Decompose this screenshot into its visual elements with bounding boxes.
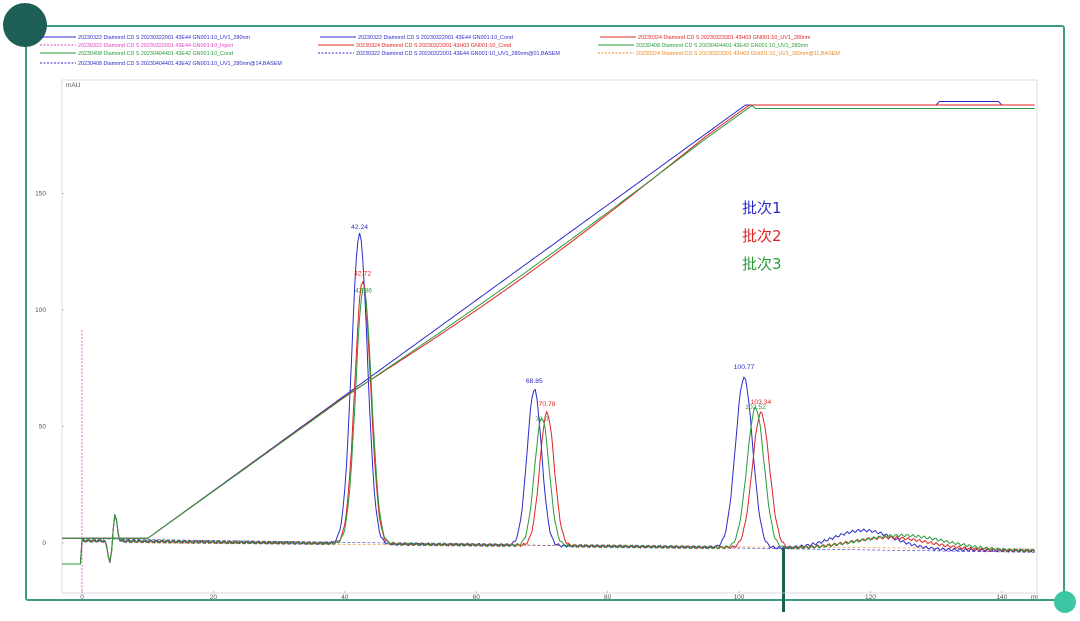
- x-tick-label: 140: [996, 594, 1007, 601]
- uv-trace: [62, 286, 1036, 565]
- legend-entry: 20230408 Diamond CD S 20230404401 43E42 …: [78, 51, 233, 57]
- x-tick-label: 40: [341, 594, 349, 601]
- legend-entry: 20230322 Diamond CD S 20230322001 43E44 …: [78, 35, 251, 41]
- gradient-trace: [62, 101, 1035, 539]
- batch-label: 批次1: [742, 199, 782, 217]
- peak-label: 103.34: [751, 399, 772, 406]
- x-axis-label: ml: [1031, 594, 1038, 601]
- peak-label: 68.85: [526, 378, 543, 385]
- baseline-trace: [62, 538, 1035, 553]
- batch-label: 批次2: [742, 227, 782, 245]
- x-tick-label: 60: [473, 594, 481, 601]
- x-tick-label: 20: [210, 594, 218, 601]
- peak-label: 42.72: [354, 271, 371, 278]
- x-tick-label: 100: [734, 594, 745, 601]
- x-tick-label: 80: [604, 594, 612, 601]
- plot-area: [61, 79, 1038, 594]
- pointer-stem: [782, 548, 785, 612]
- y-tick-label: 0: [42, 540, 46, 547]
- legend-entry: 20230322 Diamond CD S 20230322001 43E44 …: [356, 51, 560, 57]
- legend-entry: 20230324 Diamond CD S 20230323301 43H03 …: [638, 35, 811, 41]
- peak-labels: 42.24 68.85 100.77 42.72 70.78 103.34 42.86 70.…: [351, 224, 772, 423]
- legend: 20230322 Diamond CD S 20230322001 43E44 …: [40, 35, 840, 67]
- peak-label: 102.52: [745, 404, 766, 411]
- batch-labels: 批次1 批次2 批次3: [742, 199, 782, 273]
- gradient-trace: [62, 104, 1035, 539]
- peak-label: 70.0: [535, 416, 548, 423]
- legend-entry: 20230408 Diamond CD S 20230404401 43E42 …: [636, 43, 809, 49]
- y-tick-label: 50: [39, 424, 47, 431]
- y-tick-label: 150: [35, 191, 46, 198]
- legend-entry: 20230322 Diamond CD S 20230322001 43E44 …: [78, 43, 233, 49]
- corner-dot-bottom-right: [1054, 591, 1076, 613]
- y-tick-label: 100: [35, 307, 46, 314]
- uv-trace: [62, 232, 1035, 565]
- peak-label: 42.24: [351, 224, 368, 231]
- legend-entry: 20230408 Diamond CD S 20230404401 43E42 …: [78, 61, 282, 67]
- legend-entry: 20230324 Diamond CD S 20230323301 43H03 …: [356, 43, 511, 49]
- x-tick-label: 0: [80, 594, 84, 601]
- traces: [62, 101, 1036, 593]
- x-tick-label: 120: [865, 594, 876, 601]
- legend-entry: 20230322 Diamond CD S 20230322001 43E44 …: [358, 35, 513, 41]
- gradient-trace: [62, 104, 1035, 539]
- peak-label: 100.77: [734, 364, 755, 371]
- batch-label: 批次3: [742, 255, 782, 273]
- y-axis-label: mAU: [66, 82, 81, 89]
- peak-label: 42.86: [355, 288, 372, 295]
- chart-frame: [25, 25, 1065, 601]
- axes: 0 20 40 60 80 100 120 140 0 50 100 150: [35, 191, 1007, 602]
- peak-label: 70.78: [539, 401, 556, 408]
- corner-dot-top-left: [3, 3, 47, 47]
- legend-entry: 20230324 Diamond CD S 20230323301 43H03 …: [636, 51, 840, 57]
